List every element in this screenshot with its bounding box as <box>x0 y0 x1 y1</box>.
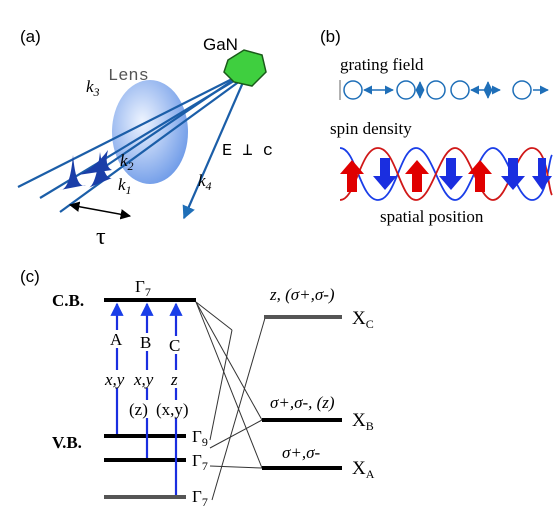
panel-b: (b) grating field spin density spatial p… <box>320 27 552 226</box>
grating-label: grating field <box>340 55 424 74</box>
figure: (a) Lens GaN k3 k2 k1 k4 τ E ⊥ c (b) gra… <box>0 0 555 508</box>
gan-label: GaN <box>203 35 238 54</box>
transition-name: B <box>140 333 151 352</box>
cb-label: C.B. <box>52 291 84 310</box>
k1-label: k1 <box>118 175 132 197</box>
k3-label: k3 <box>86 77 100 99</box>
x-axis-label: spatial position <box>380 207 484 226</box>
k4-label: k4 <box>198 171 212 193</box>
exciton-label: XC <box>352 308 374 331</box>
selection-rule: σ+,σ- <box>282 443 320 462</box>
weak-polarization: (x,y) <box>156 400 189 419</box>
field-label: E ⊥ c <box>222 142 273 161</box>
weak-polarization: (z) <box>129 400 148 419</box>
vb-level-label: Γ7 <box>192 487 208 508</box>
polarization: z <box>170 370 178 389</box>
spin-arrows <box>340 158 552 192</box>
panel-label: (b) <box>320 27 341 46</box>
exciton-label: XA <box>352 458 375 481</box>
tau-label: τ <box>96 224 106 250</box>
polarization: x,y <box>133 370 154 389</box>
grating-pattern <box>340 80 548 100</box>
transition-name: C <box>169 336 180 355</box>
vb-level-label: Γ9 <box>192 427 208 449</box>
spin-label: spin density <box>330 119 412 138</box>
panel-label: (c) <box>20 267 40 286</box>
polarization: x,y <box>104 370 125 389</box>
lens-label: Lens <box>108 67 149 86</box>
vb-label: V.B. <box>52 433 82 452</box>
panel-c: (c) C.B. V.B. Γ7 Γ9 Γ7 Γ7 A B C x,y x,y … <box>20 267 375 508</box>
vb-level-label: Γ7 <box>192 451 208 473</box>
selection-rule: z, (σ+,σ-) <box>269 285 335 304</box>
panel-label: (a) <box>20 27 41 46</box>
tau-arrow <box>70 205 130 216</box>
selection-rule: σ+,σ-, (z) <box>270 393 335 412</box>
cb-level-label: Γ7 <box>135 277 151 299</box>
panel-a: (a) Lens GaN k3 k2 k1 k4 τ E ⊥ c <box>18 27 273 250</box>
transition-name: A <box>110 330 123 349</box>
exciton-label: XB <box>352 410 374 433</box>
